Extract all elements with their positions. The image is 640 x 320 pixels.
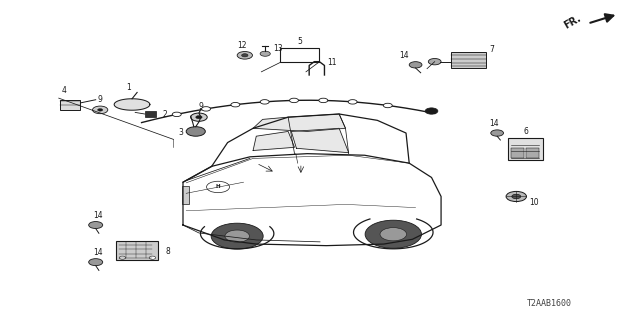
Circle shape: [383, 103, 392, 108]
Bar: [182, 186, 189, 204]
Circle shape: [89, 259, 102, 266]
Text: 6: 6: [524, 127, 528, 136]
Text: 14: 14: [93, 211, 103, 220]
Circle shape: [491, 130, 504, 136]
Circle shape: [149, 256, 156, 259]
Text: 4: 4: [61, 86, 67, 95]
Text: 9: 9: [98, 95, 102, 104]
Circle shape: [89, 221, 102, 228]
Circle shape: [237, 52, 252, 59]
Circle shape: [365, 220, 422, 248]
Text: 14: 14: [489, 119, 499, 128]
Circle shape: [242, 54, 248, 57]
Text: 9: 9: [198, 102, 204, 111]
Circle shape: [260, 100, 269, 104]
Text: H: H: [216, 184, 220, 189]
Text: 10: 10: [529, 198, 539, 207]
Circle shape: [93, 106, 108, 114]
Text: 11: 11: [327, 58, 337, 67]
Circle shape: [319, 98, 328, 103]
Circle shape: [425, 108, 438, 114]
Circle shape: [202, 107, 211, 111]
Text: T2AAB1600: T2AAB1600: [527, 299, 572, 308]
Text: FR.: FR.: [562, 13, 582, 31]
Circle shape: [231, 102, 240, 107]
Text: 12: 12: [237, 41, 246, 50]
Circle shape: [186, 127, 205, 136]
Circle shape: [172, 112, 181, 116]
Circle shape: [260, 51, 270, 56]
Polygon shape: [253, 132, 294, 150]
Circle shape: [289, 98, 298, 103]
Text: 3: 3: [178, 128, 183, 137]
Text: 14: 14: [93, 248, 103, 257]
Bar: [60, 100, 81, 110]
Bar: [511, 148, 524, 158]
Polygon shape: [114, 99, 150, 110]
Circle shape: [98, 108, 102, 111]
Bar: [280, 48, 319, 62]
Circle shape: [191, 113, 207, 121]
Circle shape: [119, 256, 125, 259]
Bar: [508, 138, 543, 160]
Polygon shape: [291, 128, 349, 153]
Text: 5: 5: [297, 37, 302, 46]
Bar: [526, 148, 539, 158]
Text: 13: 13: [273, 44, 282, 53]
Bar: [451, 52, 486, 68]
Text: 8: 8: [165, 247, 170, 256]
Bar: [145, 111, 156, 117]
Circle shape: [380, 228, 406, 241]
Polygon shape: [253, 114, 346, 132]
Text: 1: 1: [127, 83, 131, 92]
Circle shape: [409, 62, 422, 68]
Bar: [116, 241, 157, 260]
Text: 2: 2: [163, 110, 167, 119]
Circle shape: [428, 59, 441, 65]
Circle shape: [196, 116, 202, 119]
Circle shape: [211, 223, 263, 249]
Circle shape: [225, 230, 250, 242]
Circle shape: [348, 100, 357, 104]
Circle shape: [506, 191, 527, 202]
Text: 14: 14: [399, 52, 409, 60]
Circle shape: [512, 194, 521, 199]
Text: 7: 7: [490, 45, 494, 54]
